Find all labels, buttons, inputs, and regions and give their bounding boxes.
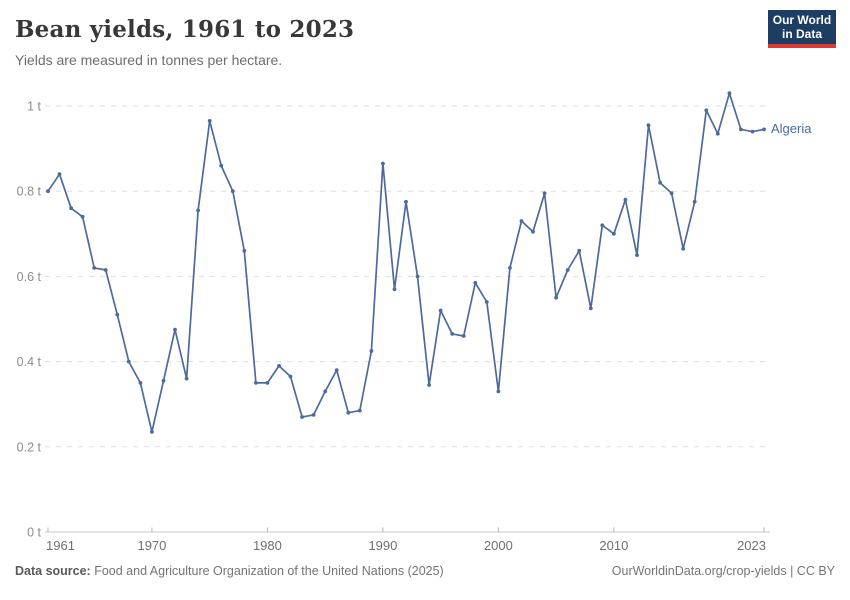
data-source-text: Food and Agriculture Organization of the…: [90, 564, 444, 578]
data-point[interactable]: [519, 219, 524, 223]
data-point[interactable]: [750, 129, 755, 134]
data-point[interactable]: [392, 287, 397, 292]
data-point[interactable]: [357, 408, 362, 413]
data-point[interactable]: [542, 191, 547, 196]
data-point[interactable]: [600, 223, 605, 228]
data-point[interactable]: [311, 413, 316, 417]
data-point[interactable]: [230, 189, 235, 194]
data-point[interactable]: [115, 312, 120, 317]
data-point[interactable]: [508, 266, 512, 270]
data-point[interactable]: [692, 199, 697, 204]
data-line[interactable]: [47, 92, 765, 433]
data-point[interactable]: [727, 91, 732, 96]
data-point[interactable]: [473, 280, 478, 285]
data-point[interactable]: [69, 206, 73, 211]
data-point[interactable]: [207, 119, 212, 123]
data-point[interactable]: [484, 300, 489, 304]
data-point[interactable]: [715, 131, 720, 136]
data-point[interactable]: [658, 180, 662, 185]
data-point[interactable]: [635, 253, 639, 257]
data-point[interactable]: [103, 268, 108, 272]
data-source-label: Data source:: [15, 564, 91, 578]
data-point[interactable]: [577, 248, 582, 253]
data-point[interactable]: [254, 381, 258, 385]
data-point[interactable]: [184, 376, 189, 381]
data-point[interactable]: [150, 430, 154, 434]
data-point[interactable]: [496, 389, 501, 394]
x-tick-label: 2023: [737, 538, 766, 553]
data-point[interactable]: [138, 381, 143, 385]
data-point[interactable]: [161, 378, 166, 383]
y-tick-label: 0.2 t: [17, 440, 42, 454]
data-point[interactable]: [334, 368, 339, 372]
chart-footer: Data source: Food and Agriculture Organi…: [15, 564, 835, 578]
owid-logo-line1: Our World: [772, 13, 832, 27]
data-point[interactable]: [612, 231, 616, 236]
y-tick-label: 0 t: [27, 526, 41, 540]
data-point[interactable]: [346, 410, 351, 415]
data-point[interactable]: [277, 364, 281, 368]
x-tick-label: 1970: [137, 538, 166, 553]
x-tick-label: 2000: [484, 538, 513, 553]
data-point[interactable]: [57, 172, 62, 177]
data-point[interactable]: [300, 415, 304, 419]
series-label[interactable]: Algeria: [771, 121, 812, 137]
data-source: Data source: Food and Agriculture Organi…: [15, 564, 444, 578]
data-point[interactable]: [196, 208, 201, 213]
x-tick-label: 2010: [599, 538, 628, 553]
data-point[interactable]: [704, 108, 709, 113]
data-point[interactable]: [92, 266, 97, 270]
x-tick-label: 1990: [368, 538, 397, 553]
data-point[interactable]: [404, 199, 408, 204]
data-point[interactable]: [588, 306, 593, 311]
data-point[interactable]: [219, 163, 224, 168]
data-point[interactable]: [288, 374, 293, 379]
credit-link[interactable]: OurWorldinData.org/crop-yields | CC BY: [611, 564, 835, 578]
owid-logo-line2: in Data: [781, 27, 822, 41]
x-tick-label: 1961: [46, 538, 75, 553]
data-point[interactable]: [242, 248, 247, 253]
data-point[interactable]: [565, 268, 570, 272]
data-point[interactable]: [681, 246, 686, 251]
data-point[interactable]: [438, 308, 443, 313]
x-tick-label: 1980: [253, 538, 282, 553]
y-tick-label: 0.8 t: [17, 185, 42, 199]
data-point[interactable]: [531, 229, 535, 234]
data-point[interactable]: [739, 127, 743, 132]
data-point[interactable]: [126, 359, 131, 364]
owid-logo[interactable]: Our World in Data: [768, 10, 836, 48]
data-point[interactable]: [80, 214, 85, 219]
data-point[interactable]: [554, 295, 558, 300]
data-point[interactable]: [173, 327, 177, 332]
data-point[interactable]: [450, 332, 455, 336]
y-tick-label: 0.4 t: [17, 355, 42, 369]
data-point[interactable]: [646, 123, 651, 128]
data-point[interactable]: [461, 334, 466, 338]
data-point[interactable]: [381, 161, 385, 166]
data-point[interactable]: [415, 274, 420, 279]
chart-subtitle: Yields are measured in tonnes per hectar…: [15, 52, 283, 68]
y-tick-label: 1 t: [27, 100, 41, 114]
data-point[interactable]: [669, 191, 674, 196]
data-point[interactable]: [623, 197, 628, 202]
data-point[interactable]: [46, 189, 50, 194]
data-point[interactable]: [427, 383, 431, 387]
y-tick-label: 0.6 t: [17, 270, 42, 284]
page-title: Bean yields, 1961 to 2023: [15, 16, 355, 43]
data-point[interactable]: [323, 389, 328, 394]
data-point[interactable]: [369, 349, 374, 353]
data-point[interactable]: [762, 127, 766, 132]
data-point[interactable]: [265, 381, 270, 385]
